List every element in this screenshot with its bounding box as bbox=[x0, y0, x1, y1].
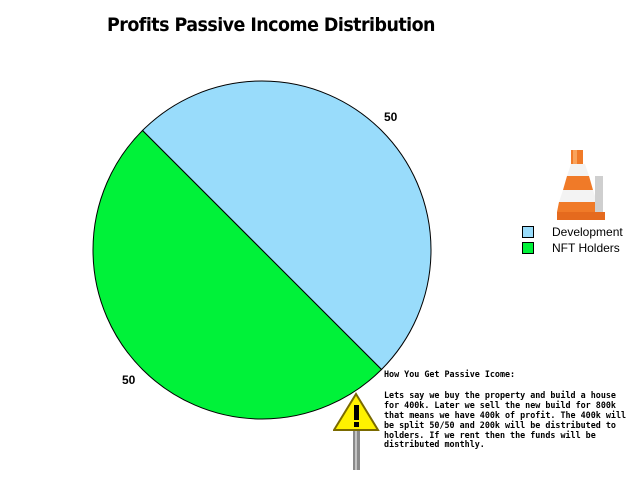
legend-swatch-nft-holders bbox=[522, 242, 534, 254]
legend-label-nft-holders: NFT Holders bbox=[552, 241, 620, 255]
warning-sign-icon bbox=[332, 392, 381, 476]
traffic-cone-icon bbox=[557, 146, 609, 228]
note-body: Lets say we buy the property and build a… bbox=[384, 389, 627, 450]
pie-slice-development bbox=[141, 80, 432, 371]
legend-label-development: Development bbox=[552, 225, 623, 239]
chart-legend: Development NFT Holders bbox=[522, 224, 623, 256]
pie-slice-nft-holders bbox=[92, 129, 383, 420]
legend-item-nft-holders: NFT Holders bbox=[522, 240, 623, 256]
note-heading: How You Get Passive Icome: bbox=[384, 369, 516, 379]
legend-swatch-development bbox=[522, 226, 534, 238]
slice-value-label-development: 50 bbox=[384, 110, 398, 124]
passive-income-note: How You Get Passive Icome: Lets say we b… bbox=[384, 369, 634, 450]
legend-item-development: Development bbox=[522, 224, 623, 240]
slice-value-label-nft-holders: 50 bbox=[122, 373, 136, 387]
chart-title: Profits Passive Income Distribution bbox=[107, 14, 436, 36]
